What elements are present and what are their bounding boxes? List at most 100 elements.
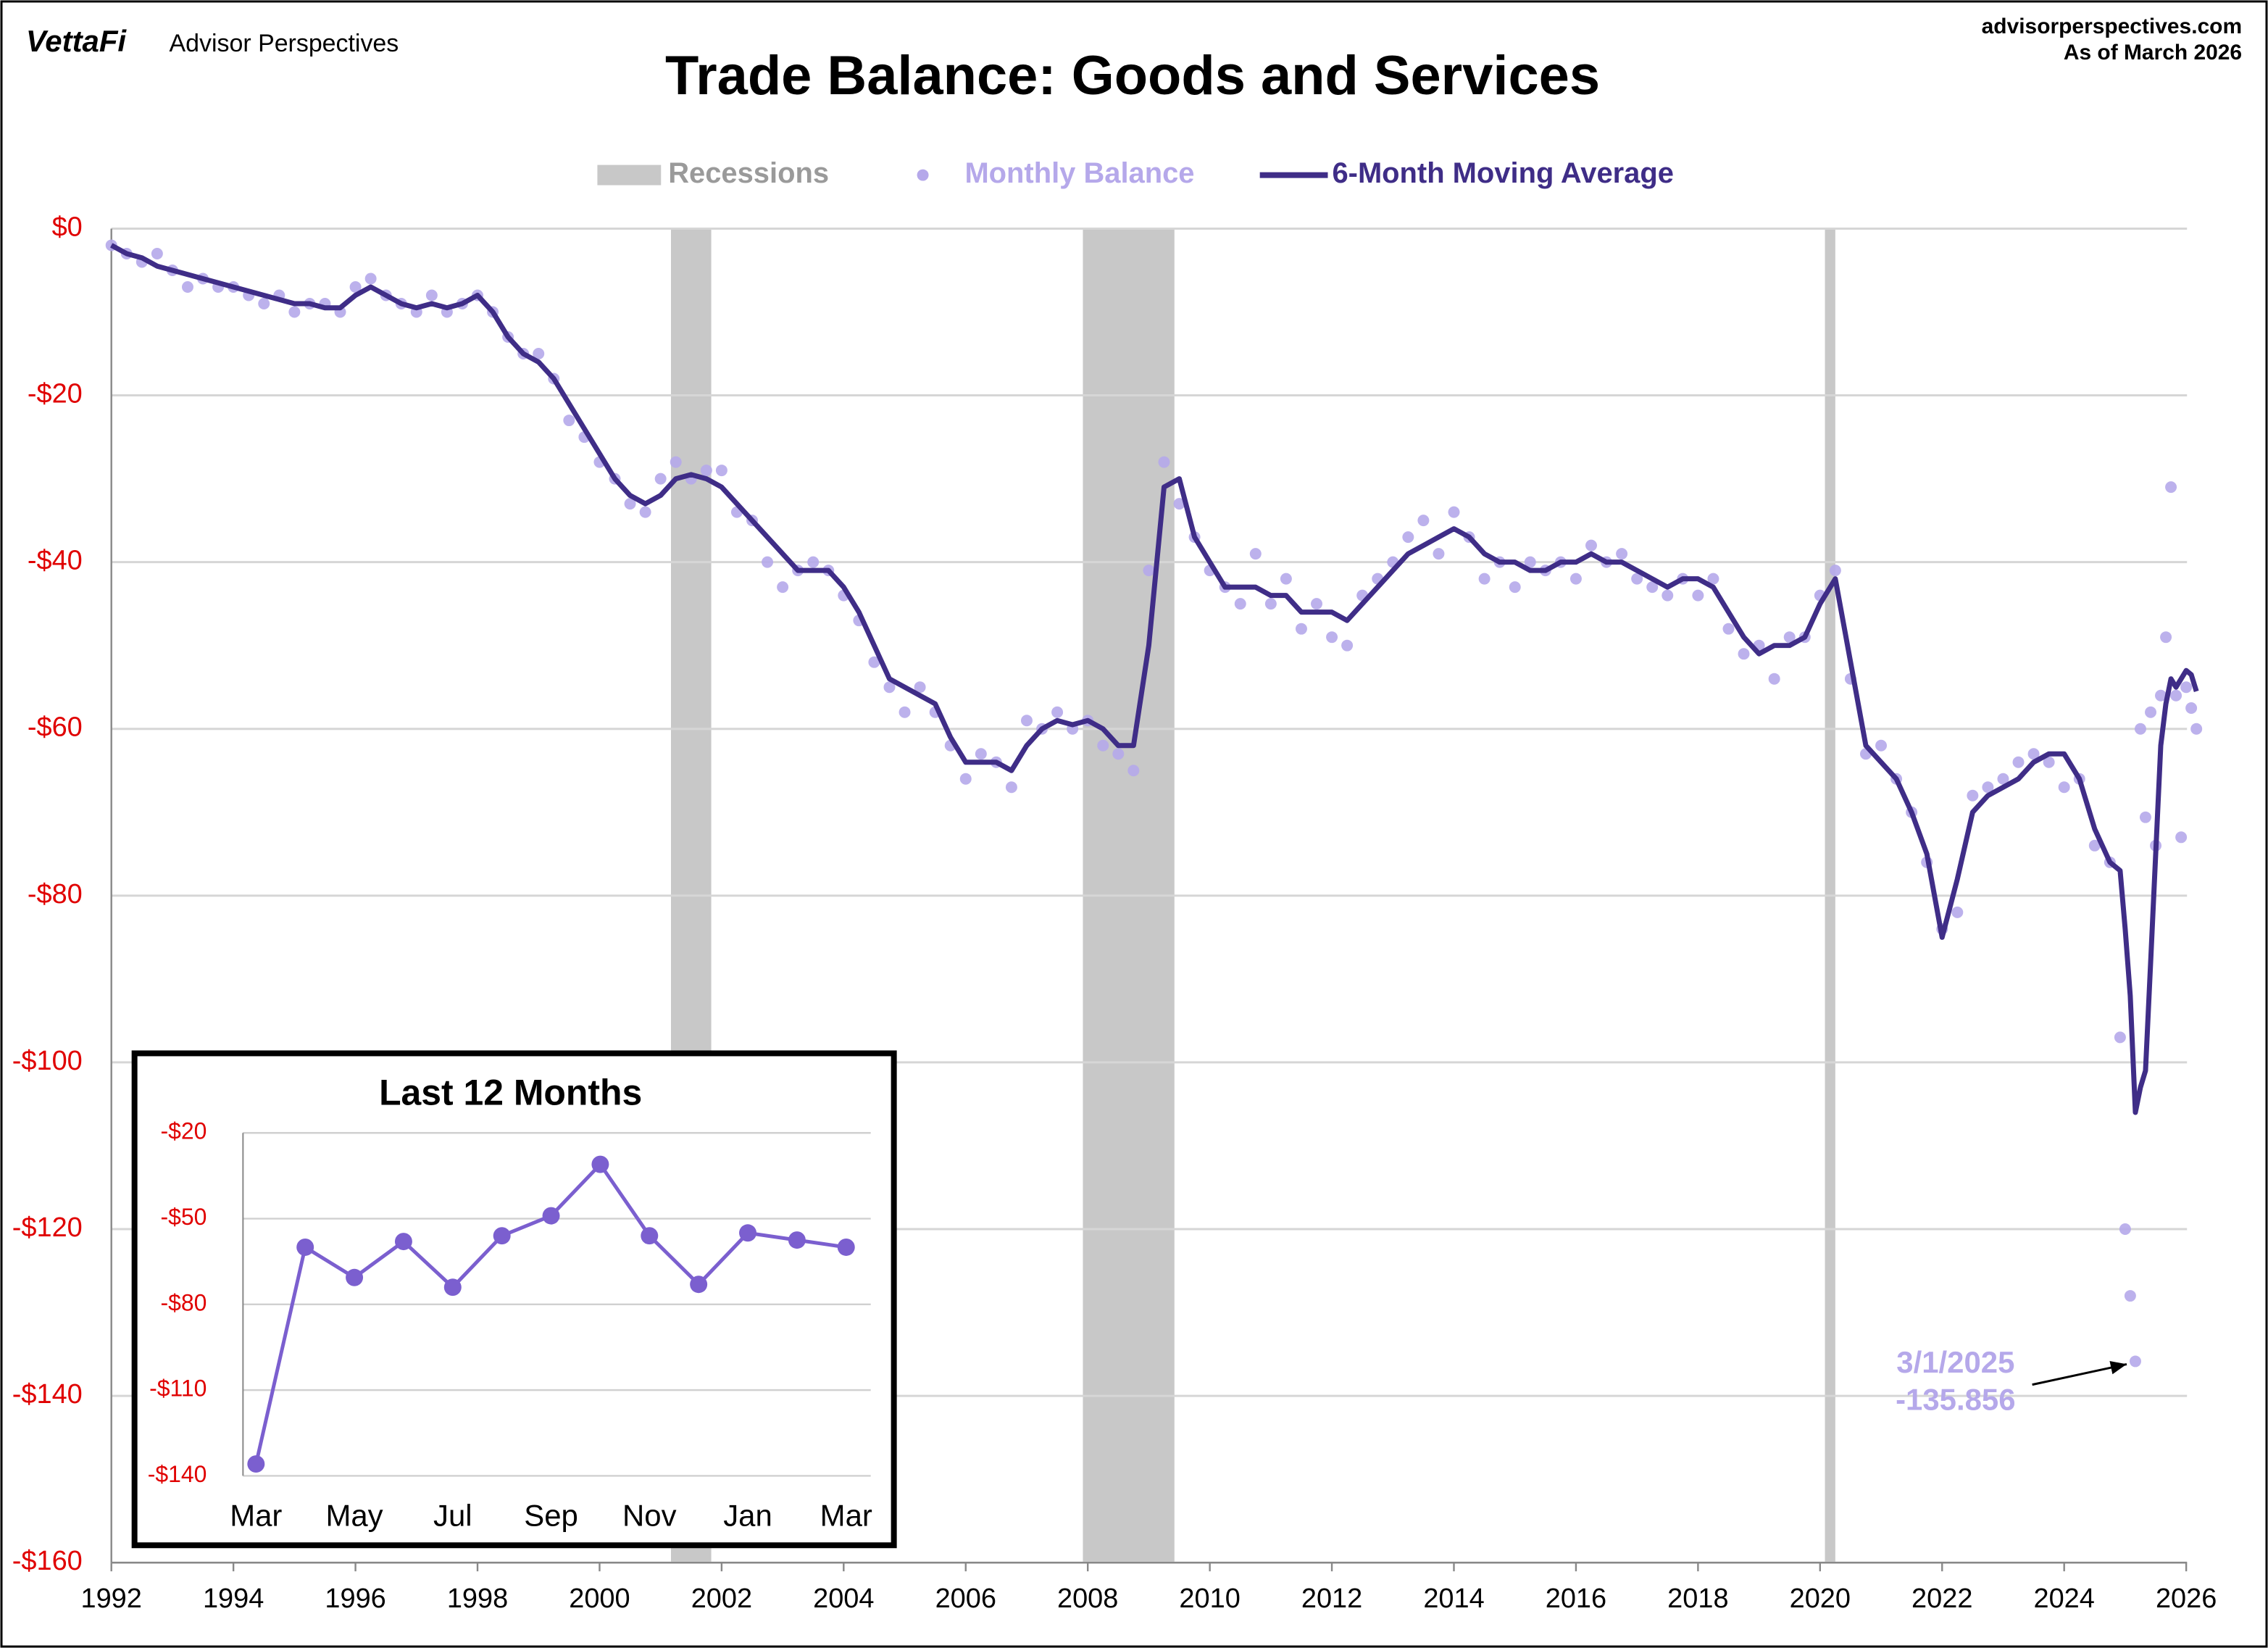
data-point xyxy=(1143,565,1155,577)
inset-point xyxy=(296,1238,314,1256)
inset-point xyxy=(394,1233,412,1251)
data-point xyxy=(2160,631,2172,644)
data-point xyxy=(1951,906,1964,918)
x-tick-label: 1992 xyxy=(81,1584,142,1614)
data-point xyxy=(2145,706,2157,718)
data-point xyxy=(2170,689,2182,702)
data-point xyxy=(624,498,636,510)
inset-point xyxy=(591,1155,609,1173)
data-point xyxy=(639,506,651,518)
data-point xyxy=(1982,781,1994,794)
x-tick-label: 2024 xyxy=(2034,1584,2095,1614)
legend-label: Monthly Balance xyxy=(964,157,1194,189)
data-point xyxy=(1020,715,1033,727)
legend-label: 6-Month Moving Average xyxy=(1332,157,1673,189)
data-point xyxy=(1249,548,1262,560)
source: advisorperspectives.com xyxy=(1982,14,2242,38)
data-point xyxy=(868,656,880,668)
y-tick-label: -$120 xyxy=(12,1212,83,1243)
inset-point xyxy=(690,1275,708,1294)
data-point xyxy=(425,289,438,301)
data-point xyxy=(914,681,926,694)
data-point xyxy=(1524,556,1536,568)
x-tick-label: 2016 xyxy=(1546,1584,1606,1614)
data-point xyxy=(349,280,362,293)
data-point xyxy=(2043,756,2055,768)
data-point xyxy=(762,556,774,568)
inset-point xyxy=(739,1224,756,1242)
legend-swatch xyxy=(917,169,929,181)
x-tick-label: Jul xyxy=(433,1498,472,1532)
inset-point xyxy=(641,1227,659,1245)
data-point xyxy=(1158,456,1170,468)
data-point xyxy=(1402,531,1414,544)
inset-point xyxy=(247,1455,265,1473)
data-point xyxy=(777,581,789,594)
data-point xyxy=(1646,581,1659,594)
data-point xyxy=(1631,573,1643,585)
data-point xyxy=(654,473,667,485)
x-tick-label: 2014 xyxy=(1423,1584,1484,1614)
data-point xyxy=(1616,548,1628,560)
data-point xyxy=(807,556,820,568)
data-point xyxy=(883,681,896,694)
x-tick-label: 2004 xyxy=(813,1584,874,1614)
y-tick-label: -$20 xyxy=(28,379,83,409)
data-point xyxy=(2175,831,2188,844)
data-point xyxy=(1829,565,1841,577)
data-point xyxy=(1738,648,1750,660)
inset-point xyxy=(542,1207,560,1225)
x-tick-label: Sep xyxy=(524,1498,578,1532)
data-point xyxy=(1569,573,1582,585)
data-point xyxy=(2155,689,2167,702)
data-point xyxy=(700,465,712,477)
data-point xyxy=(2165,481,2177,494)
data-point xyxy=(1234,598,1246,610)
x-tick-label: 2002 xyxy=(691,1584,752,1614)
data-point xyxy=(715,465,727,477)
x-tick-label: Jan xyxy=(723,1498,772,1532)
data-point xyxy=(1692,589,1704,602)
annotation-date: 3/1/2025 xyxy=(1896,1345,2014,1379)
x-tick-label: Nov xyxy=(622,1498,677,1532)
x-tick-label: 2022 xyxy=(1911,1584,1972,1614)
data-point xyxy=(2058,781,2070,794)
data-point xyxy=(1051,706,1064,718)
data-point xyxy=(1295,623,1307,635)
data-point xyxy=(1509,581,1521,594)
data-point xyxy=(1707,573,1719,585)
y-tick-label: -$160 xyxy=(12,1546,83,1576)
x-tick-label: 2012 xyxy=(1301,1584,1362,1614)
data-point xyxy=(1280,573,1292,585)
data-point xyxy=(1173,498,1185,510)
y-tick-label: $0 xyxy=(52,212,83,242)
annotation-value: -135.856 xyxy=(1896,1383,2015,1417)
data-point xyxy=(364,272,377,285)
x-tick-label: May xyxy=(325,1498,383,1532)
data-point xyxy=(2012,756,2025,768)
x-tick-label: 2010 xyxy=(1179,1584,1240,1614)
data-point xyxy=(975,748,987,760)
data-point xyxy=(1722,623,1735,635)
data-point xyxy=(959,773,972,785)
data-point xyxy=(1326,631,1338,644)
moving-average-line xyxy=(110,243,2199,1115)
data-point xyxy=(181,280,193,293)
data-point xyxy=(2124,1290,2136,1302)
data-point xyxy=(2139,811,2151,823)
data-point xyxy=(2134,723,2146,735)
data-point xyxy=(1341,639,1354,652)
data-point xyxy=(2185,702,2198,714)
y-tick-label: -$50 xyxy=(161,1204,207,1230)
data-point xyxy=(151,247,163,259)
data-point xyxy=(2027,748,2040,760)
inset-point xyxy=(788,1231,806,1249)
as-of: As of March 2026 xyxy=(2064,41,2242,64)
data-point xyxy=(288,306,301,318)
x-tick-label: Mar xyxy=(230,1498,282,1532)
y-tick-label: -$80 xyxy=(161,1289,207,1315)
y-tick-label: -$140 xyxy=(148,1461,207,1487)
data-point xyxy=(1311,598,1322,610)
annotation-arrowhead xyxy=(2109,1360,2127,1375)
inset-box xyxy=(131,1050,897,1549)
